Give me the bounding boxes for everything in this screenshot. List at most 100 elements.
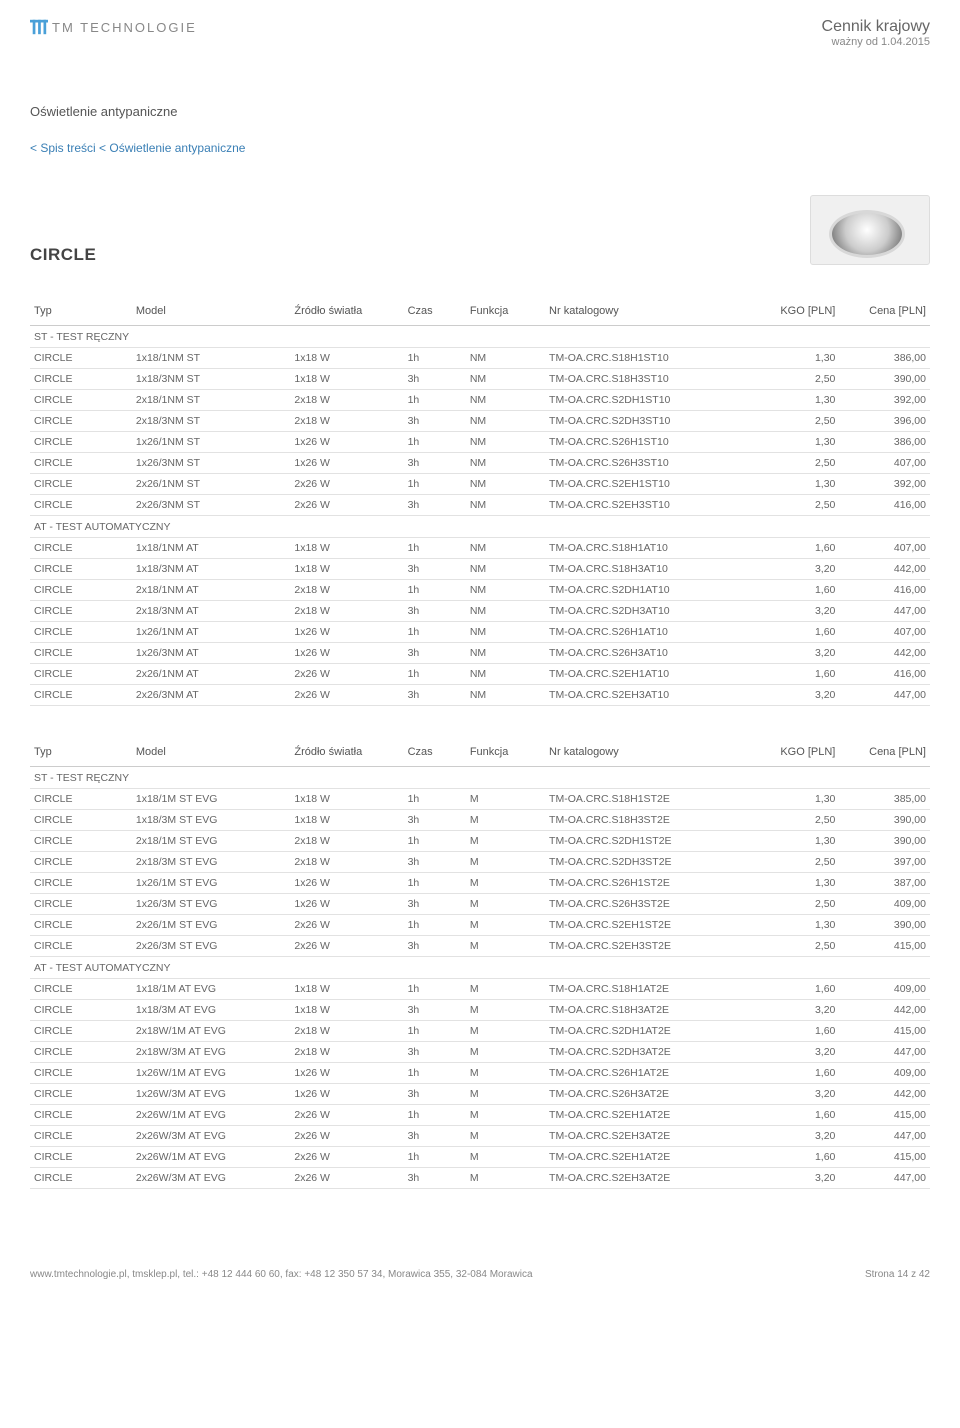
table-cell: 415,00 bbox=[839, 936, 930, 957]
table-row: CIRCLE1x18/1M AT EVG1x18 W1hMTM-OA.CRC.S… bbox=[30, 979, 930, 1000]
table-cell: 1h bbox=[404, 873, 466, 894]
table-cell: CIRCLE bbox=[30, 580, 132, 601]
logo: TM TECHNOLOGIE bbox=[30, 18, 197, 36]
table-cell: 2x26 W bbox=[290, 915, 403, 936]
table-cell: CIRCLE bbox=[30, 915, 132, 936]
table-cell: CIRCLE bbox=[30, 1084, 132, 1105]
table-cell: 409,00 bbox=[839, 979, 930, 1000]
table-cell: TM-OA.CRC.S2EH3ST10 bbox=[545, 495, 771, 516]
table-cell: CIRCLE bbox=[30, 495, 132, 516]
table-cell: CIRCLE bbox=[30, 1105, 132, 1126]
table-row: CIRCLE2x18/1NM ST2x18 W1hNMTM-OA.CRC.S2D… bbox=[30, 390, 930, 411]
table-cell: 416,00 bbox=[839, 664, 930, 685]
table-cell: 387,00 bbox=[839, 873, 930, 894]
table-cell: 390,00 bbox=[839, 810, 930, 831]
table-cell: M bbox=[466, 979, 545, 1000]
table-cell: 2x18 W bbox=[290, 831, 403, 852]
table-cell: 2,50 bbox=[771, 894, 839, 915]
col-model: Model bbox=[132, 295, 290, 326]
col-cena: Cena [PLN] bbox=[839, 295, 930, 326]
table-cell: 1x18 W bbox=[290, 559, 403, 580]
table-cell: 1h bbox=[404, 432, 466, 453]
table-cell: 2x26W/3M AT EVG bbox=[132, 1168, 290, 1189]
table-row: CIRCLE1x26W/3M AT EVG1x26 W3hMTM-OA.CRC.… bbox=[30, 1084, 930, 1105]
table-cell: 1x26 W bbox=[290, 873, 403, 894]
table-cell: 1h bbox=[404, 390, 466, 411]
col-cat: Nr katalogowy bbox=[545, 736, 771, 767]
table-cell: 3h bbox=[404, 936, 466, 957]
table-cell: CIRCLE bbox=[30, 1063, 132, 1084]
table-cell: 3,20 bbox=[771, 1126, 839, 1147]
table-row: CIRCLE1x26/1NM AT1x26 W1hNMTM-OA.CRC.S26… bbox=[30, 622, 930, 643]
table-cell: 2x18W/1M AT EVG bbox=[132, 1021, 290, 1042]
table-row: CIRCLE1x26/1M ST EVG1x26 W1hMTM-OA.CRC.S… bbox=[30, 873, 930, 894]
table-cell: M bbox=[466, 894, 545, 915]
table-cell: 1h bbox=[404, 979, 466, 1000]
table-cell: 1,30 bbox=[771, 915, 839, 936]
table-cell: 447,00 bbox=[839, 1168, 930, 1189]
table-cell: CIRCLE bbox=[30, 538, 132, 559]
table-cell: 1x26W/1M AT EVG bbox=[132, 1063, 290, 1084]
table-cell: 1x26 W bbox=[290, 432, 403, 453]
table-cell: 1,60 bbox=[771, 622, 839, 643]
table-cell: 1x26 W bbox=[290, 453, 403, 474]
table-cell: 392,00 bbox=[839, 390, 930, 411]
table-cell: 3,20 bbox=[771, 559, 839, 580]
table-cell: 2x26 W bbox=[290, 495, 403, 516]
table-row: CIRCLE2x18/3NM AT2x18 W3hNMTM-OA.CRC.S2D… bbox=[30, 601, 930, 622]
table-cell: NM bbox=[466, 643, 545, 664]
table-cell: 2x26/1NM AT bbox=[132, 664, 290, 685]
table-cell: 397,00 bbox=[839, 852, 930, 873]
table-row: CIRCLE2x18/1NM AT2x18 W1hNMTM-OA.CRC.S2D… bbox=[30, 580, 930, 601]
table-cell: 442,00 bbox=[839, 559, 930, 580]
table-cell: 1,60 bbox=[771, 1147, 839, 1168]
table-cell: 3h bbox=[404, 559, 466, 580]
table-cell: 442,00 bbox=[839, 1084, 930, 1105]
table-cell: 1x18/1M ST EVG bbox=[132, 789, 290, 810]
table-cell: 2,50 bbox=[771, 810, 839, 831]
table-row: CIRCLE2x26W/1M AT EVG2x26 W1hMTM-OA.CRC.… bbox=[30, 1105, 930, 1126]
table-cell: 2x18 W bbox=[290, 601, 403, 622]
table-cell: 1,60 bbox=[771, 664, 839, 685]
table-row: CIRCLE1x18/1M ST EVG1x18 W1hMTM-OA.CRC.S… bbox=[30, 789, 930, 810]
table-row: CIRCLE1x18/1NM AT1x18 W1hNMTM-OA.CRC.S18… bbox=[30, 538, 930, 559]
table-cell: 2x18W/3M AT EVG bbox=[132, 1042, 290, 1063]
table-cell: CIRCLE bbox=[30, 432, 132, 453]
table-cell: TM-OA.CRC.S2EH1ST2E bbox=[545, 915, 771, 936]
table-cell: CIRCLE bbox=[30, 1126, 132, 1147]
table-cell: 407,00 bbox=[839, 538, 930, 559]
table-cell: NM bbox=[466, 495, 545, 516]
table-section-label: ST - TEST RĘCZNY bbox=[30, 326, 930, 348]
table-row: CIRCLE2x26/1NM AT2x26 W1hNMTM-OA.CRC.S2E… bbox=[30, 664, 930, 685]
breadcrumb[interactable]: < Spis treści < Oświetlenie antypaniczne bbox=[30, 141, 930, 155]
table-cell: TM-OA.CRC.S26H3AT2E bbox=[545, 1084, 771, 1105]
page-header: TM TECHNOLOGIE Cennik krajowy ważny od 1… bbox=[30, 0, 930, 54]
table-cell: CIRCLE bbox=[30, 1168, 132, 1189]
table-cell: 1h bbox=[404, 622, 466, 643]
table-cell: 3,20 bbox=[771, 643, 839, 664]
table-cell: 1h bbox=[404, 1063, 466, 1084]
table-cell: 1h bbox=[404, 915, 466, 936]
table-cell: M bbox=[466, 852, 545, 873]
table-section-label: AT - TEST AUTOMATYCZNY bbox=[30, 957, 930, 979]
table-cell: 1h bbox=[404, 789, 466, 810]
table-cell: CIRCLE bbox=[30, 852, 132, 873]
table-cell: TM-OA.CRC.S2DH1ST10 bbox=[545, 390, 771, 411]
table-cell: CIRCLE bbox=[30, 643, 132, 664]
table-cell: 386,00 bbox=[839, 348, 930, 369]
table-cell: 1x26/1NM AT bbox=[132, 622, 290, 643]
table-cell: 2x26 W bbox=[290, 685, 403, 706]
table-cell: 447,00 bbox=[839, 1042, 930, 1063]
table-cell: TM-OA.CRC.S18H3ST10 bbox=[545, 369, 771, 390]
section-title: Oświetlenie antypaniczne bbox=[30, 104, 930, 119]
table-cell: CIRCLE bbox=[30, 873, 132, 894]
col-czas: Czas bbox=[404, 295, 466, 326]
table-cell: 1x18/1M AT EVG bbox=[132, 979, 290, 1000]
table-cell: NM bbox=[466, 559, 545, 580]
table-row: CIRCLE1x18/3NM ST1x18 W3hNMTM-OA.CRC.S18… bbox=[30, 369, 930, 390]
table-cell: 2x26/3NM AT bbox=[132, 685, 290, 706]
table-cell: TM-OA.CRC.S2EH1AT10 bbox=[545, 664, 771, 685]
table-cell: 2x18/3NM AT bbox=[132, 601, 290, 622]
table-cell: 1,60 bbox=[771, 1105, 839, 1126]
price-table-1: Typ Model Źródło światła Czas Funkcja Nr… bbox=[30, 295, 930, 706]
